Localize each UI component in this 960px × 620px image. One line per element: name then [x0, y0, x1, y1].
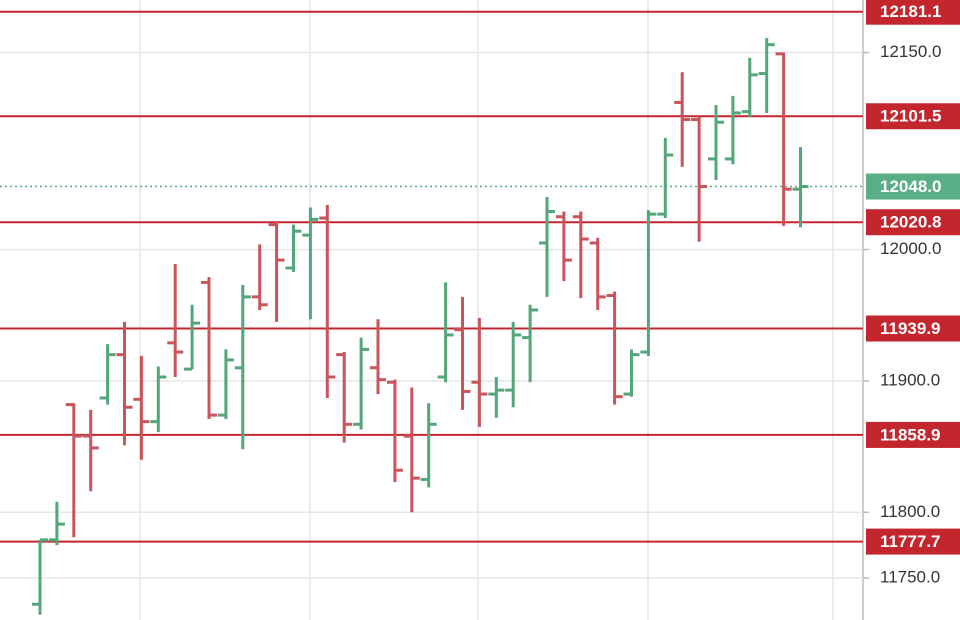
y-tick-label: 11900.0	[880, 370, 940, 389]
level-label-box	[866, 528, 960, 555]
level-label: 12020.8	[880, 213, 941, 232]
vertical-grid	[139, 0, 834, 620]
y-tick-label: 12000.0	[880, 239, 941, 258]
level-label: 12181.1	[880, 2, 941, 21]
last-price-label: 12048.0	[880, 177, 941, 196]
level-label-box	[866, 315, 960, 342]
level-label-box	[866, 103, 960, 130]
level-label-box	[866, 209, 960, 236]
level-label: 12101.5	[880, 107, 941, 126]
y-tick-label: 11750.0	[880, 567, 940, 586]
last-price-label-box	[866, 173, 960, 200]
level-label-box	[866, 0, 960, 25]
level-label: 11939.9	[880, 319, 941, 338]
level-label: 11858.9	[880, 425, 941, 444]
level-label: 11777.7	[880, 532, 941, 551]
level-label-box	[866, 421, 960, 448]
y-tick-label: 11800.0	[880, 502, 940, 521]
y-tick-label: 12150.0	[880, 42, 941, 61]
